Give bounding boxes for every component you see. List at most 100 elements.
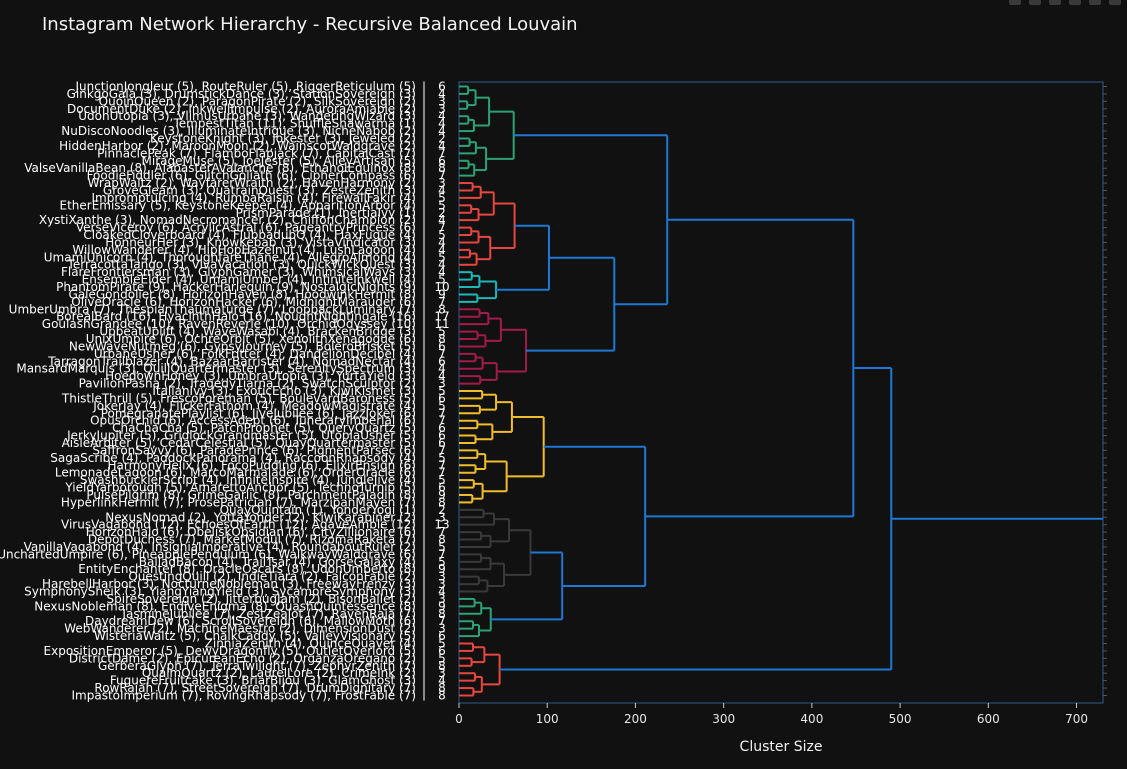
plot-toolbar[interactable] (1009, 0, 1121, 6)
leaf-size: 5 (438, 651, 446, 665)
leaf-size: 2 (438, 503, 446, 517)
leaf-label: TempestTitan (11), ShuffleShawarma (1) (173, 117, 417, 131)
leaf-label: NexusNomad (2), YottaYonder (2), KiwiKar… (105, 510, 416, 524)
leaf-label: FoodieFiddler (6), GlitchGoliath (6), Ci… (87, 169, 416, 183)
leaf-label: AisleArbiter (5), CedarCelestial (5), Qu… (62, 436, 416, 450)
leaf-label: SwashbucklerScript (4), InfiniteInspire … (80, 473, 416, 487)
leaf-size: 3 (438, 102, 446, 116)
leaf-size: 5 (438, 555, 446, 569)
leaf-label: SpireSovereign (2), JitterbugJam (2), Bi… (107, 592, 417, 606)
leaf-size: 6 (438, 644, 446, 658)
leaf-label: BalladBacon (4), TrailTsar (4), GorseGal… (139, 555, 416, 569)
pan-icon[interactable] (1049, 0, 1061, 5)
leaf-size: 6 (438, 429, 446, 443)
leaf-labels: JunctionJongleur (5), RouteRuler (5), Ri… (0, 80, 450, 703)
leaf-size: 13 (434, 518, 449, 532)
leaf-size: 3 (438, 577, 446, 591)
leaf-label: YieldYarborough (5), AmarettoAnchor (5),… (64, 481, 416, 495)
leaf-label: JunctionJongleur (5), RouteRuler (5), Ri… (74, 80, 416, 94)
camera-icon[interactable] (1009, 0, 1021, 5)
leaf-size: 4 (438, 369, 446, 383)
leaf-size: 8 (438, 659, 446, 673)
leaf-size: 11 (434, 317, 449, 331)
leaf-size: 5 (438, 250, 446, 264)
leaf-size: 6 (438, 339, 446, 353)
leaf-label: KeystoneKnight (3), Jokester (3), Jewele… (150, 131, 416, 145)
leaf-size: 7 (438, 614, 446, 628)
leaf-label: PulsePilgrim (8), GrimeGarlic (8), Parch… (86, 488, 416, 502)
leaf-size: 4 (438, 258, 446, 272)
leaf-label: VerseViceroy (6), AcrylicAstral (6), Pag… (76, 221, 416, 235)
leaf-label: PomegranatePlaylist (6), JiveJubilee (6)… (101, 406, 416, 420)
x-axis-label: Cluster Size (740, 739, 823, 755)
leaf-label: GaleGondolier (8), HorizonHaven (8), Hoo… (69, 287, 416, 301)
leaf-label: JasmineJubilee (7), ZestZealot (7), Rave… (121, 607, 416, 621)
leaf-size: 4 (438, 124, 446, 138)
leaf-label: JokerJay (4), FlickerFathom (4), MeadowM… (92, 399, 416, 413)
zoom-icon[interactable] (1029, 0, 1041, 5)
leaf-label: WrapWaltz (2), WayfarerWraith (2), Haven… (88, 176, 416, 190)
leaf-label: HonneurHer (3), KnowKebab (3), VistaVind… (105, 235, 416, 249)
leaf-size: 6 (438, 154, 446, 168)
leaf-size: 5 (438, 473, 446, 487)
leaf-size: 4 (438, 183, 446, 197)
leaf-size: 3 (438, 377, 446, 391)
leaf-size: 6 (438, 80, 446, 94)
leaf-label: MirageMuse (5), JoeJester (5), AlleyArti… (142, 154, 416, 168)
leaf-label: ImpastoImperium (7), RovingRhapsody (7),… (72, 689, 417, 703)
leaf-label: CloakedCloverboard (4), FlubbadubQ (4), … (83, 228, 416, 242)
leaf-size: 8 (438, 161, 446, 175)
zoom-in-icon[interactable] (1069, 0, 1081, 5)
x-axis: 0 100 200 300 400 500 600 700 (455, 86, 1107, 726)
leaf-label: UrbaneUsher (6), FolkFritter (4), Dandel… (94, 347, 416, 361)
leaf-label: WisteriaWaltz (5), ChalkCaddy (5), Valle… (94, 629, 416, 643)
leaf-label: PrismParade (1), InertiaIvy (1) (236, 206, 416, 220)
leaf-label: EtherEmissary (5), KeystoneKeeper (4), A… (59, 198, 416, 212)
leaf-size: 5 (438, 637, 446, 651)
leaf-size: 7 (438, 146, 446, 160)
zoom-out-icon[interactable] (1089, 0, 1101, 5)
leaf-label: EnsembleElder (4), UmamiUmber (4), Infin… (82, 273, 416, 287)
leaf-size: 5 (438, 191, 446, 205)
leaf-size: 5 (438, 325, 446, 339)
leaf-size: 10 (434, 280, 449, 294)
leaf-label: UmberUmbra (7), ThespianThaumaturge (7),… (9, 302, 416, 316)
leaf-size: 7 (438, 295, 446, 309)
leaf-label: FlareFrontiersman (3), GlyphGamer (3), W… (61, 265, 416, 279)
leaf-label: HyperlinkHermit (7), ProsePatrician (7),… (61, 495, 416, 509)
leaf-size: 4 (438, 139, 446, 153)
leaf-size: 4 (438, 674, 446, 688)
leaf-size: 7 (438, 406, 446, 420)
leaf-size: 2 (438, 206, 446, 220)
x-tick-label: 500 (889, 712, 912, 726)
leaf-size: 6 (438, 629, 446, 643)
leaf-size: 4 (438, 265, 446, 279)
leaf-size: 7 (438, 414, 446, 428)
leaf-size: 3 (438, 570, 446, 584)
dendrogram-links[interactable] (459, 85, 1103, 697)
leaf-size: 7 (438, 443, 446, 457)
reset-axes-icon[interactable] (1109, 0, 1121, 5)
leaf-label: QuoinQueen (2), ParagonPirate (2), SilkS… (99, 94, 416, 108)
leaf-label: GroveGleam (3), QuatrainQuest (3), Zeste… (103, 183, 416, 197)
leaf-label: UpbeatUplift (4), WaveWasabi (4), Bracke… (99, 325, 416, 339)
leaf-size: 8 (438, 689, 446, 703)
leaf-label: LemonadeLagoon (6), MarcoMarmalade (6), … (55, 466, 416, 480)
leaf-label: UnchartedUmpire (6), PineapplePendulum (… (0, 547, 416, 561)
leaf-size: 17 (434, 310, 449, 324)
leaf-size: 5 (438, 451, 446, 465)
leaf-label: DaydreamDew (6), ScrollSovereign (6), Ma… (85, 614, 416, 628)
leaf-label: SaffronSavvy (6), ParadePrince (6), Pigm… (92, 443, 416, 457)
leaf-size: 9 (438, 488, 446, 502)
leaf-size: 4 (438, 117, 446, 131)
leaf-label: HiddenHarbor (2), MaroonMoon (2), Wainsc… (59, 139, 416, 153)
leaf-label: TerracottaTango (3), VivaVacation (3), Q… (67, 258, 416, 272)
leaf-label: RowRajah (7), StreetSovereign (7), DrumD… (94, 681, 416, 695)
leaf-size: 5 (438, 384, 446, 398)
x-tick-label: 0 (455, 712, 463, 726)
leaf-size: 3 (438, 176, 446, 190)
x-tick-label: 600 (977, 712, 1000, 726)
leaf-size: 2 (438, 131, 446, 145)
leaf-size: 4 (438, 87, 446, 101)
